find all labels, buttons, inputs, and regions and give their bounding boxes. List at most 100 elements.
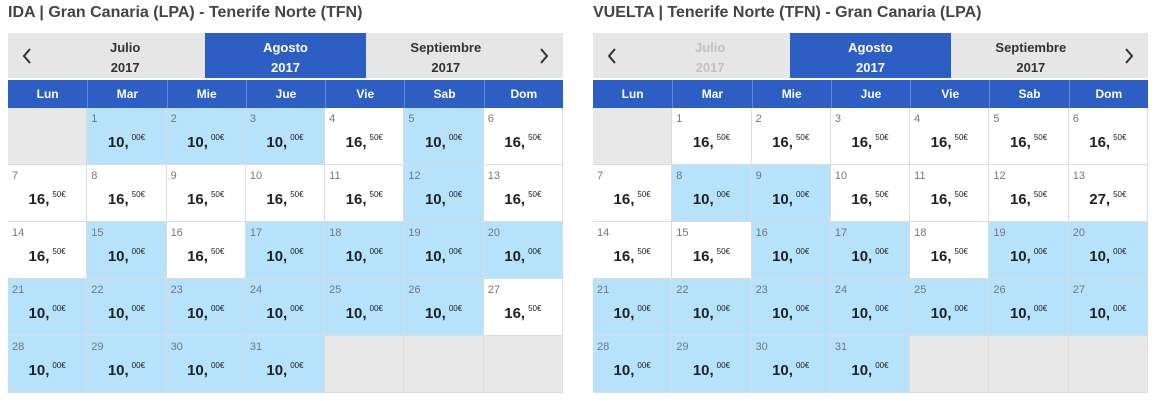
day-cell[interactable]: 28 10, 00€ — [593, 336, 673, 393]
price-units: 10, — [613, 362, 635, 379]
day-cell[interactable]: 14 16, 50€ — [593, 222, 673, 279]
day-cell[interactable]: 29 10, 00€ — [672, 336, 752, 393]
day-cell[interactable]: 22 10, 00€ — [87, 279, 167, 336]
month-tab[interactable]: Julio 2017 — [45, 33, 205, 78]
day-cell[interactable]: 14 16, 50€ — [8, 222, 88, 279]
day-cell[interactable]: 26 10, 00€ — [404, 279, 484, 336]
day-number: 14 — [597, 227, 610, 239]
day-cell[interactable]: 29 10, 00€ — [87, 336, 167, 393]
price: 16, 50€ — [593, 190, 671, 208]
day-cell[interactable]: 28 10, 00€ — [8, 336, 88, 393]
day-cell[interactable]: 19 10, 00€ — [404, 222, 484, 279]
day-cell[interactable]: 11 16, 50€ — [325, 165, 405, 222]
day-number: 3 — [249, 113, 256, 125]
price-units: 10, — [424, 191, 446, 208]
day-cell[interactable]: 8 10, 00€ — [672, 165, 752, 222]
day-cell[interactable]: 7 16, 50€ — [8, 165, 88, 222]
price: 10, 00€ — [989, 304, 1067, 322]
day-cell[interactable]: 12 10, 00€ — [404, 165, 484, 222]
day-cell[interactable]: 11 16, 50€ — [910, 165, 990, 222]
price-cents: 50€ — [954, 190, 968, 199]
price: 10, 00€ — [87, 247, 165, 265]
day-cell[interactable]: 16 10, 00€ — [751, 222, 831, 279]
day-cell[interactable]: 4 16, 50€ — [910, 108, 990, 165]
day-cell[interactable]: 5 10, 00€ — [404, 108, 484, 165]
price-units: 10, — [28, 305, 50, 322]
day-cell[interactable]: 31 10, 00€ — [830, 336, 911, 393]
day-cell[interactable]: 24 10, 00€ — [245, 279, 326, 336]
day-cell[interactable]: 18 10, 00€ — [325, 222, 405, 279]
day-cell[interactable]: 15 10, 00€ — [87, 222, 167, 279]
day-cell[interactable]: 4 16, 50€ — [325, 108, 405, 165]
day-cell[interactable]: 7 16, 50€ — [593, 165, 673, 222]
day-cell[interactable]: 5 16, 50€ — [989, 108, 1069, 165]
day-cell[interactable]: 6 16, 50€ — [1068, 108, 1148, 165]
day-cell[interactable]: 30 10, 00€ — [166, 336, 246, 393]
day-cell[interactable]: 23 10, 00€ — [751, 279, 831, 336]
price: 16, 50€ — [246, 190, 324, 208]
day-cell[interactable]: 13 16, 50€ — [483, 165, 563, 222]
month-tab[interactable]: Agosto 2017 — [790, 33, 951, 78]
day-cell[interactable]: 31 10, 00€ — [245, 336, 326, 393]
day-cell[interactable]: 21 10, 00€ — [593, 279, 673, 336]
day-cell[interactable]: 27 16, 50€ — [483, 279, 563, 336]
price-units: 16, — [772, 134, 793, 151]
price: 16, 50€ — [1069, 133, 1147, 151]
day-cell[interactable]: 17 10, 00€ — [245, 222, 326, 279]
day-cell[interactable]: 3 16, 50€ — [830, 108, 911, 165]
price-cents: 00€ — [369, 304, 383, 313]
price-units: 10, — [692, 362, 714, 379]
weekday: Jue — [830, 80, 910, 108]
day-cell[interactable]: 3 10, 00€ — [245, 108, 326, 165]
day-cell[interactable]: 24 10, 00€ — [830, 279, 911, 336]
day-cell[interactable]: 12 16, 50€ — [989, 165, 1069, 222]
price-units: 10, — [692, 305, 714, 322]
price-units: 16, — [28, 191, 50, 208]
month-tab[interactable]: Septiembre 2017 — [951, 33, 1111, 78]
day-cell[interactable]: 10 16, 50€ — [245, 165, 326, 222]
month-tab[interactable]: Agosto 2017 — [205, 33, 366, 78]
price-cents: 50€ — [875, 133, 889, 142]
month-tab[interactable]: Septiembre 2017 — [366, 33, 526, 78]
price: 10, 00€ — [325, 247, 403, 265]
day-cell[interactable]: 8 16, 50€ — [87, 165, 167, 222]
day-cell[interactable]: 22 10, 00€ — [672, 279, 752, 336]
month-year: 2017 — [1016, 60, 1046, 75]
day-cell[interactable]: 9 10, 00€ — [751, 165, 831, 222]
day-cell[interactable]: 10 16, 50€ — [830, 165, 911, 222]
day-cell[interactable]: 19 10, 00€ — [989, 222, 1069, 279]
day-cell[interactable]: 15 16, 50€ — [672, 222, 752, 279]
weekday: Sab — [989, 80, 1068, 108]
day-cell[interactable]: 18 16, 50€ — [910, 222, 990, 279]
day-cell[interactable]: 2 16, 50€ — [751, 108, 831, 165]
price-cents: 50€ — [369, 133, 383, 142]
day-cell[interactable]: 2 10, 00€ — [166, 108, 246, 165]
next-arrow[interactable] — [526, 33, 563, 78]
price-cents: 00€ — [131, 304, 146, 313]
day-cell[interactable]: 9 16, 50€ — [166, 165, 246, 222]
day-cell[interactable]: 1 10, 00€ — [87, 108, 167, 165]
day-cell[interactable]: 20 10, 00€ — [1068, 222, 1148, 279]
day-cell[interactable]: 23 10, 00€ — [166, 279, 246, 336]
month-name: Julio — [694, 40, 726, 55]
next-arrow[interactable] — [1111, 33, 1148, 78]
prev-arrow[interactable] — [8, 33, 45, 78]
day-cell[interactable]: 1 16, 50€ — [672, 108, 752, 165]
day-cell[interactable]: 21 10, 00€ — [8, 279, 88, 336]
prev-arrow[interactable] — [593, 33, 630, 78]
price-cents: 00€ — [1113, 247, 1127, 256]
day-cell[interactable]: 17 10, 00€ — [830, 222, 911, 279]
day-cell[interactable]: 13 27, 50€ — [1068, 165, 1148, 222]
day-cell[interactable]: 25 10, 00€ — [910, 279, 990, 336]
day-number: 2 — [755, 113, 762, 125]
day-cell[interactable]: 25 10, 00€ — [325, 279, 405, 336]
day-cell[interactable]: 26 10, 00€ — [989, 279, 1069, 336]
day-cell[interactable]: 6 16, 50€ — [483, 108, 563, 165]
day-cell[interactable]: 20 10, 00€ — [483, 222, 563, 279]
day-cell[interactable]: 16 16, 50€ — [166, 222, 246, 279]
day-number: 15 — [91, 227, 104, 239]
day-cell[interactable]: 30 10, 00€ — [751, 336, 831, 393]
price: 16, 50€ — [910, 133, 988, 151]
day-cell[interactable]: 27 10, 00€ — [1068, 279, 1148, 336]
price-units: 16, — [1089, 134, 1111, 151]
